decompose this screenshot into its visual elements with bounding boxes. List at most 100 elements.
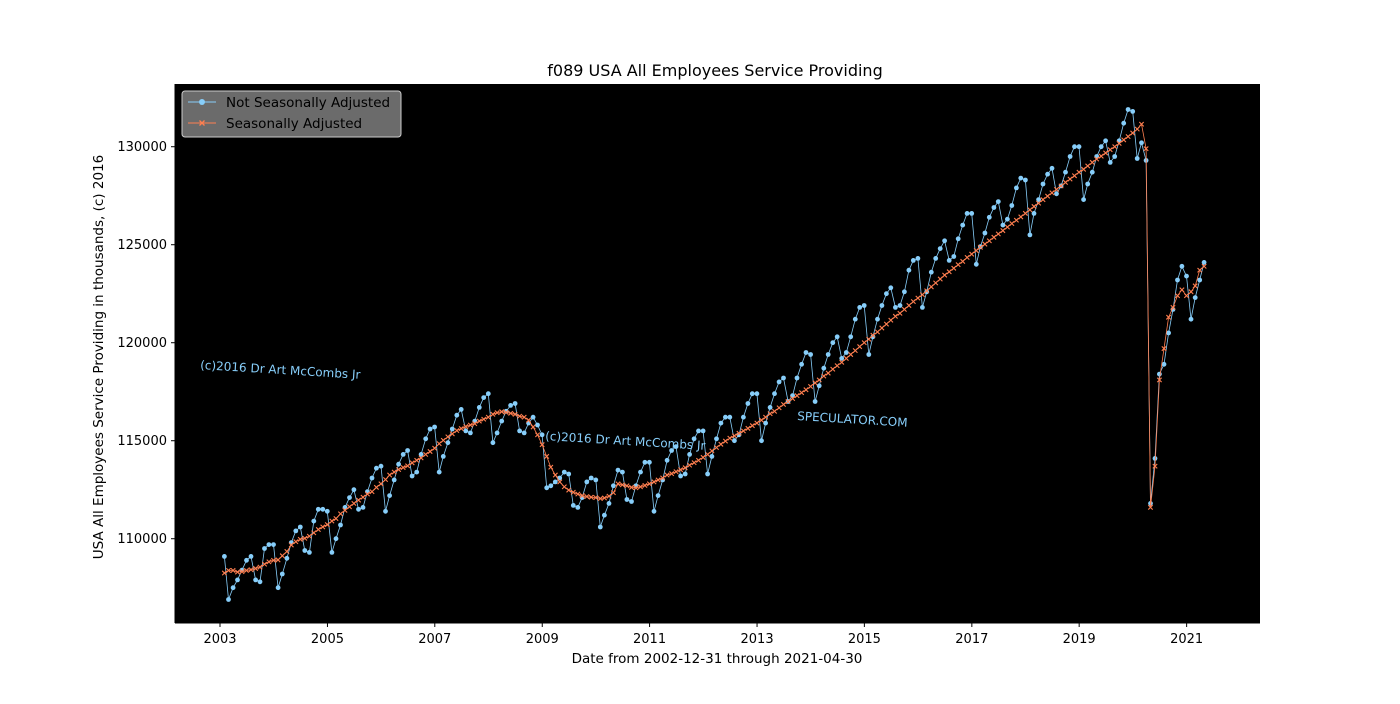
series-seasonally-adjusted <box>221 121 1207 576</box>
data-point <box>355 497 362 503</box>
data-point <box>445 440 451 446</box>
data-point <box>780 401 787 408</box>
data-point <box>722 438 729 444</box>
data-point <box>1165 314 1172 320</box>
data-point <box>1139 140 1144 146</box>
data-point <box>771 408 778 414</box>
data-point <box>1018 175 1024 181</box>
data-point <box>476 405 482 410</box>
data-point <box>1134 156 1140 161</box>
data-point <box>848 334 854 340</box>
data-point <box>1000 222 1006 228</box>
data-point <box>535 422 540 428</box>
data-point <box>709 454 715 459</box>
data-point <box>1067 176 1073 182</box>
data-point <box>758 417 765 423</box>
data-point <box>879 303 885 308</box>
data-point <box>713 444 720 451</box>
data-point <box>821 365 827 371</box>
data-point <box>418 455 424 461</box>
data-point <box>928 269 934 275</box>
plot-area <box>175 84 1260 623</box>
data-point <box>387 493 392 498</box>
data-point <box>226 597 231 602</box>
data-point <box>436 469 442 475</box>
data-point <box>745 425 751 431</box>
data-point <box>1112 154 1118 159</box>
data-point <box>1031 211 1037 216</box>
data-point <box>360 505 366 510</box>
x-tick-label: 2005 <box>311 632 344 647</box>
data-point <box>1036 200 1042 206</box>
data-point <box>821 373 827 379</box>
data-point <box>839 356 845 361</box>
data-point <box>463 424 469 430</box>
data-point <box>928 284 934 290</box>
data-point <box>423 451 429 458</box>
y-tick-label: 120000 <box>117 336 167 351</box>
data-point <box>1080 166 1087 172</box>
data-point <box>745 401 751 406</box>
data-point <box>687 452 692 457</box>
data-point <box>946 269 952 275</box>
data-point <box>329 518 335 524</box>
data-point <box>1184 273 1189 279</box>
data-point <box>830 340 836 346</box>
data-point <box>561 469 567 475</box>
data-point <box>440 454 446 459</box>
data-point <box>1081 197 1086 203</box>
x-tick-label: 2003 <box>203 632 236 647</box>
data-point <box>544 453 550 459</box>
data-point <box>1094 156 1100 162</box>
chart-title: f089 USA All Employees Service Providing <box>547 61 882 80</box>
data-point <box>977 244 983 250</box>
data-point <box>673 444 679 449</box>
data-point <box>432 445 438 451</box>
data-point <box>575 505 581 510</box>
data-point <box>463 428 469 434</box>
data-point <box>651 479 657 485</box>
data-point <box>754 391 760 397</box>
data-point <box>517 413 523 419</box>
data-point <box>691 436 697 442</box>
data-point <box>642 482 648 488</box>
data-point <box>906 302 912 309</box>
data-point <box>449 431 455 437</box>
data-point <box>973 261 979 267</box>
data-point <box>566 471 572 477</box>
data-point <box>1107 160 1113 165</box>
series-line <box>224 108 1205 600</box>
data-point <box>1031 203 1037 210</box>
data-point <box>642 459 648 465</box>
data-point <box>1062 179 1069 185</box>
data-point <box>485 391 491 397</box>
data-point <box>369 475 375 481</box>
x-tick-label: 2015 <box>848 632 881 647</box>
data-point <box>584 493 590 500</box>
data-point <box>700 428 706 434</box>
data-point <box>512 411 518 417</box>
data-point <box>1040 181 1046 187</box>
data-point <box>494 430 500 436</box>
data-point <box>449 426 455 432</box>
data-point <box>248 554 254 559</box>
data-point <box>624 483 630 489</box>
data-point <box>311 530 317 536</box>
data-point <box>1130 109 1136 114</box>
data-point <box>373 484 380 490</box>
data-point <box>414 457 420 463</box>
data-point <box>1089 169 1095 175</box>
data-point <box>597 524 603 530</box>
data-point <box>400 464 406 471</box>
data-point <box>803 387 809 393</box>
data-point <box>1197 267 1203 273</box>
data-point <box>709 448 715 454</box>
data-point <box>1197 277 1203 283</box>
data-point <box>351 487 357 493</box>
data-point <box>409 460 415 466</box>
data-point <box>1049 190 1055 196</box>
data-point <box>628 484 635 490</box>
data-point <box>834 363 840 369</box>
data-point <box>857 344 863 350</box>
x-tick-label: 2007 <box>418 632 451 647</box>
